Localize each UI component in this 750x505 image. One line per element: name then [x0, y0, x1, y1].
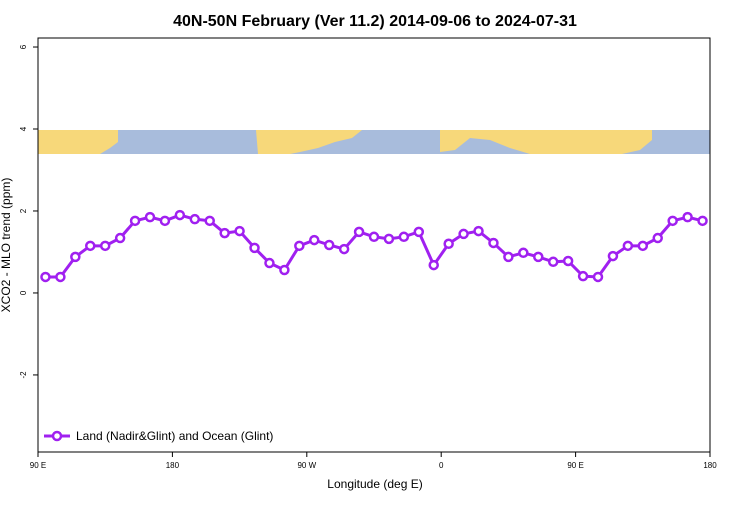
legend-marker — [51, 430, 63, 442]
point — [607, 250, 619, 262]
point — [547, 256, 559, 268]
point — [159, 215, 171, 227]
point — [323, 239, 335, 251]
point — [398, 231, 410, 243]
point — [174, 209, 186, 221]
point — [114, 232, 126, 244]
point — [592, 271, 604, 283]
point — [189, 213, 201, 225]
point — [338, 243, 350, 255]
y-tick-label: 0 — [19, 290, 28, 295]
point — [682, 211, 693, 223]
point — [667, 215, 678, 227]
point — [85, 240, 96, 252]
point — [562, 255, 574, 267]
point — [533, 251, 544, 263]
map-strip — [38, 130, 710, 154]
legend-label: Land (Nadir&Glint) and Ocean (Glint) — [76, 429, 273, 443]
y-tick-label: 4 — [19, 126, 28, 131]
point — [697, 215, 708, 227]
point — [413, 226, 425, 238]
point — [503, 251, 514, 263]
point — [577, 270, 589, 282]
point — [473, 225, 484, 237]
x-tick-label: 90 E — [30, 461, 46, 470]
point — [70, 251, 81, 263]
x-tick-label: 90 W — [297, 461, 316, 470]
x-axis-label: Longitude (deg E) — [327, 477, 422, 491]
x-tick-label: 90 E — [567, 461, 583, 470]
y-tick-label: -2 — [19, 371, 28, 379]
point — [204, 215, 215, 227]
point — [219, 227, 230, 239]
point — [234, 225, 245, 237]
point — [428, 259, 439, 271]
point — [264, 257, 275, 269]
point — [383, 233, 395, 245]
point — [652, 232, 663, 244]
plot-frame — [37, 37, 711, 453]
x-tick-label: 0 — [439, 461, 444, 470]
point — [309, 234, 320, 246]
point — [249, 242, 260, 254]
x-tick-label: 180 — [703, 461, 717, 470]
y-tick-label: 2 — [19, 208, 28, 213]
point — [40, 271, 51, 283]
point — [458, 228, 469, 240]
series-line — [45, 213, 703, 279]
y-axis-label: XCO2 - MLO trend (ppm) — [0, 178, 13, 313]
y-tick-label: 6 — [19, 44, 28, 49]
point — [488, 237, 499, 249]
point — [99, 240, 111, 252]
point — [144, 211, 156, 223]
point — [368, 231, 380, 243]
point — [279, 264, 290, 276]
point — [353, 226, 365, 238]
chart-title: 40N-50N February (Ver 11.2) 2014-09-06 t… — [173, 13, 577, 30]
point — [55, 271, 66, 283]
point — [518, 247, 529, 259]
point — [622, 240, 634, 252]
point — [129, 215, 141, 227]
point — [294, 240, 305, 252]
point — [443, 238, 454, 250]
point — [637, 240, 649, 252]
x-tick-label: 180 — [166, 461, 180, 470]
